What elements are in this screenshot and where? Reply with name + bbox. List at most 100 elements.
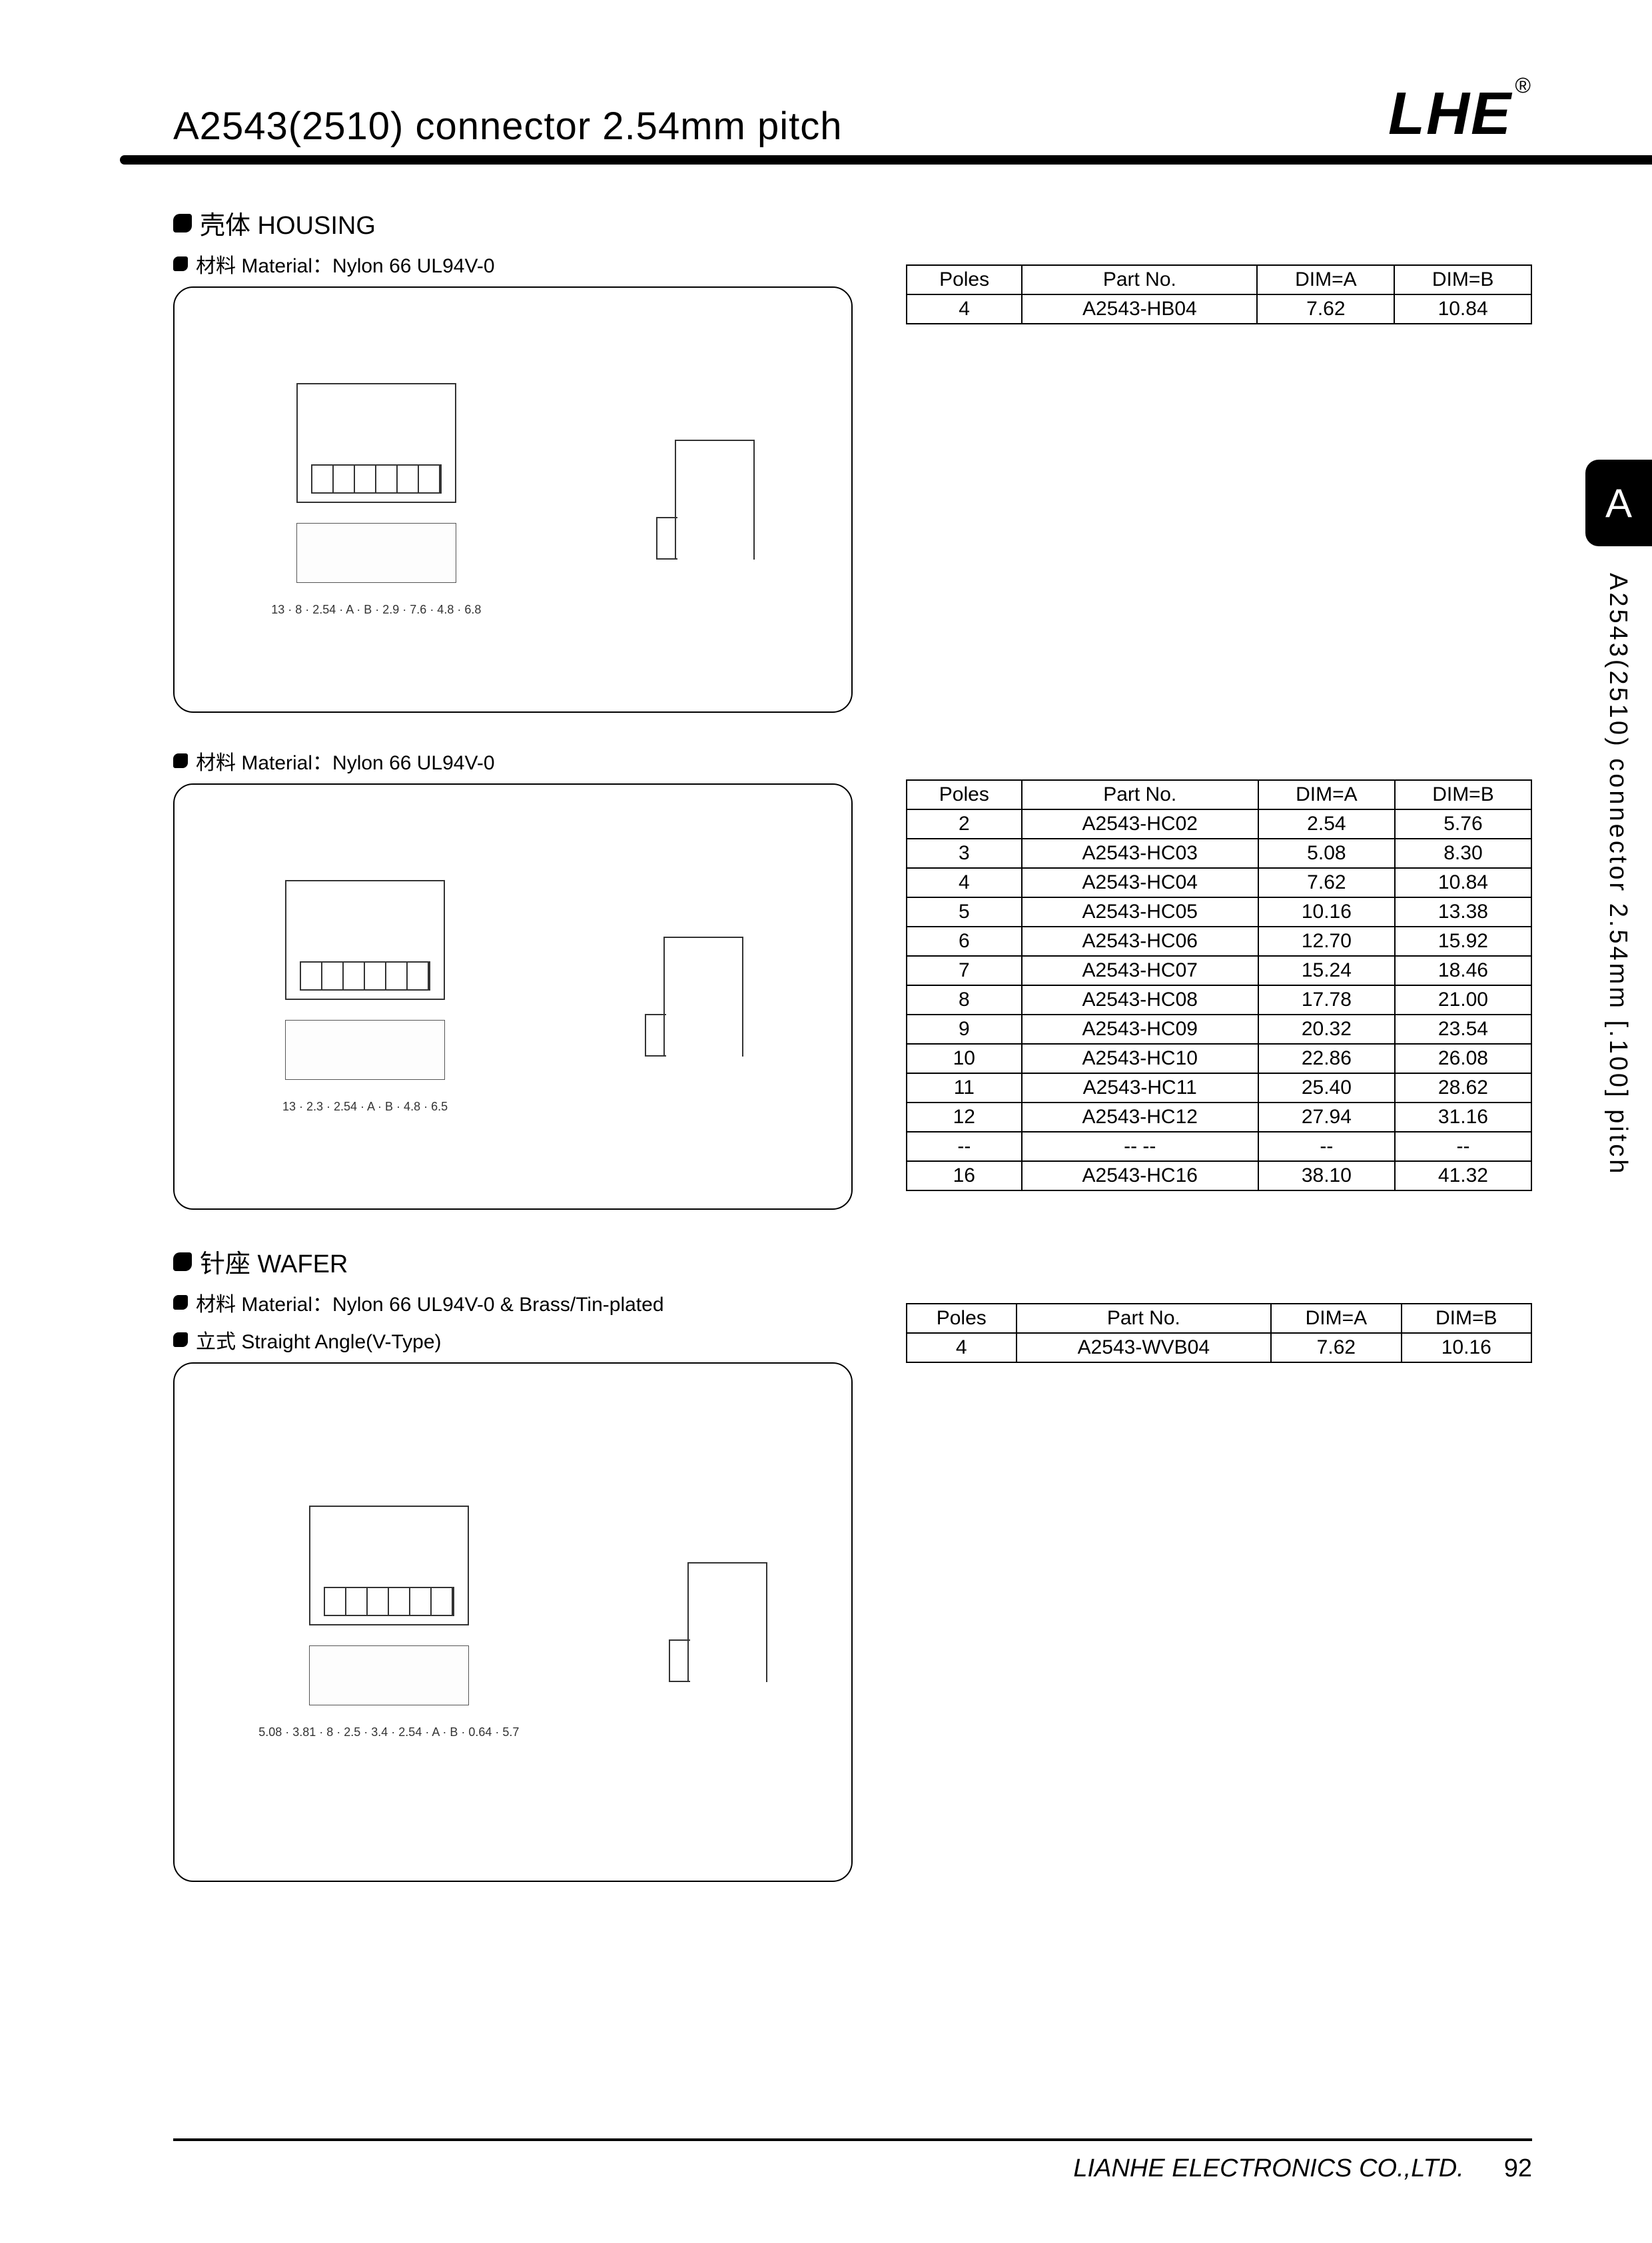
table-cell: 11 (907, 1073, 1022, 1103)
dimension-table: PolesPart No.DIM=ADIM=B4A2543-HB047.6210… (906, 264, 1532, 324)
table-cell: 15.92 (1395, 927, 1531, 956)
technical-drawing: 5.08 · 3.81 · 8 · 2.5 · 3.4 · 2.54 · A ·… (173, 1362, 853, 1882)
table-header-row: PolesPart No.DIM=ADIM=B (907, 265, 1531, 294)
table-header-cell: DIM=B (1402, 1304, 1531, 1333)
table-cell: 4 (907, 1333, 1017, 1362)
technical-drawing: 13 · 8 · 2.54 · A · B · 2.9 · 7.6 · 4.8 … (173, 286, 853, 713)
table-row: 4A2543-HC047.6210.84 (907, 868, 1531, 897)
dimension-table: PolesPart No.DIM=ADIM=B4A2543-WVB047.621… (906, 1303, 1532, 1363)
table-cell: A2543-HC07 (1022, 956, 1258, 985)
table-cell: A2543-HC08 (1022, 985, 1258, 1015)
page-footer: LIANHE ELECTRONICS CO.,LTD. 92 (173, 2138, 1532, 2183)
table-cell: 21.00 (1395, 985, 1531, 1015)
table-cell: 18.46 (1395, 956, 1531, 985)
section-left: 材料 Material：Nylon 66 UL94V-0 13 · 2.3 · … (173, 746, 853, 1210)
section-left: 壳体 HOUSING 材料 Material：Nylon 66 UL94V-0 1… (173, 205, 853, 713)
drawing-front-view (296, 383, 456, 503)
table-cell: A2543-HC02 (1022, 809, 1258, 839)
section-heading: 壳体 HOUSING (200, 205, 376, 241)
drawing-bottom-view (285, 1020, 445, 1080)
bullet-icon (173, 1332, 188, 1347)
table-row: 2A2543-HC022.545.76 (907, 809, 1531, 839)
drawing-side-view (675, 440, 755, 560)
brand-logo: LHE (1388, 80, 1532, 149)
technical-drawing: 13 · 2.3 · 2.54 · A · B · 4.8 · 6.5 (173, 783, 853, 1210)
table-header-cell: Poles (907, 265, 1022, 294)
table-cell: 25.40 (1258, 1073, 1395, 1103)
table-header-cell: DIM=A (1271, 1304, 1401, 1333)
table-header-cell: Part No. (1022, 780, 1258, 809)
table-header-cell: DIM=B (1394, 265, 1531, 294)
table-cell: 31.16 (1395, 1103, 1531, 1132)
table-cell: 7.62 (1257, 294, 1394, 324)
table-cell: 7 (907, 956, 1022, 985)
table-cell: -- (1258, 1132, 1395, 1161)
table-cell: 17.78 (1258, 985, 1395, 1015)
dimension-table: PolesPart No.DIM=ADIM=B2A2543-HC022.545.… (906, 779, 1532, 1191)
drawing-placeholder: 13 · 8 · 2.54 · A · B · 2.9 · 7.6 · 4.8 … (188, 301, 838, 698)
table-cell: 16 (907, 1161, 1022, 1190)
section-sub-line: 材料 Material：Nylon 66 UL94V-0 & Brass/Tin… (173, 1288, 853, 1317)
section-sub-text: 材料 Material：Nylon 66 UL94V-0 & Brass/Tin… (196, 1288, 664, 1317)
table-cell: A2543-HC09 (1022, 1015, 1258, 1044)
table-cell: -- (1395, 1132, 1531, 1161)
page-header: A2543(2510) connector 2.54mm pitch LHE (173, 80, 1532, 149)
drawing-placeholder: 5.08 · 3.81 · 8 · 2.5 · 3.4 · 2.54 · A ·… (188, 1377, 838, 1867)
table-row: 11A2543-HC1125.4028.62 (907, 1073, 1531, 1103)
table-cell: -- (907, 1132, 1022, 1161)
table-header-cell: Part No. (1022, 265, 1257, 294)
side-tab: A (1585, 460, 1652, 546)
table-cell: 12 (907, 1103, 1022, 1132)
table-header-cell: DIM=B (1395, 780, 1531, 809)
header-rule (120, 155, 1652, 165)
section-sub-line: 材料 Material：Nylon 66 UL94V-0 (173, 249, 853, 278)
table-row: 7A2543-HC0715.2418.46 (907, 956, 1531, 985)
drawing-bottom-view (296, 523, 456, 583)
table-cell: A2543-WVB04 (1017, 1333, 1272, 1362)
table-cell: 5 (907, 897, 1022, 927)
table-cell: 15.24 (1258, 956, 1395, 985)
table-cell: 23.54 (1395, 1015, 1531, 1044)
section-row: 材料 Material：Nylon 66 UL94V-0 13 · 2.3 · … (173, 746, 1532, 1210)
drawing-dimensions: 5.08 · 3.81 · 8 · 2.5 · 3.4 · 2.54 · A ·… (258, 1725, 519, 1739)
section-sub-line: 材料 Material：Nylon 66 UL94V-0 (173, 746, 853, 775)
drawing-placeholder: 13 · 2.3 · 2.54 · A · B · 4.8 · 6.5 (188, 798, 838, 1195)
drawing-dimensions: 13 · 8 · 2.54 · A · B · 2.9 · 7.6 · 4.8 … (271, 603, 481, 617)
table-row: 5A2543-HC0510.1613.38 (907, 897, 1531, 927)
table-cell: 28.62 (1395, 1073, 1531, 1103)
footer-page-number: 92 (1504, 2154, 1532, 2183)
table-cell: 2 (907, 809, 1022, 839)
table-cell: A2543-HC04 (1022, 868, 1258, 897)
table-cell: 10.84 (1395, 868, 1531, 897)
table-cell: 2.54 (1258, 809, 1395, 839)
table-cell: A2543-HB04 (1022, 294, 1257, 324)
bullet-icon (173, 256, 188, 271)
table-header-cell: Part No. (1017, 1304, 1272, 1333)
section-heading-line: 针座 WAFER (173, 1243, 853, 1280)
table-cell: 13.38 (1395, 897, 1531, 927)
footer-company: LIANHE ELECTRONICS CO.,LTD. (1073, 2154, 1463, 2183)
table-cell: 10.84 (1394, 294, 1531, 324)
table-cell: 10 (907, 1044, 1022, 1073)
table-cell: 4 (907, 868, 1022, 897)
table-cell: 22.86 (1258, 1044, 1395, 1073)
section-right: PolesPart No.DIM=ADIM=B2A2543-HC022.545.… (906, 746, 1532, 1210)
table-cell: 8 (907, 985, 1022, 1015)
table-cell: 26.08 (1395, 1044, 1531, 1073)
section-row: 壳体 HOUSING 材料 Material：Nylon 66 UL94V-0 1… (173, 205, 1532, 713)
table-header-cell: DIM=A (1257, 265, 1394, 294)
section-right: PolesPart No.DIM=ADIM=B4A2543-WVB047.621… (906, 1243, 1532, 1882)
section-heading-line: 壳体 HOUSING (173, 205, 853, 241)
section-left: 针座 WAFER 材料 Material：Nylon 66 UL94V-0 & B… (173, 1243, 853, 1882)
table-cell: A2543-HC10 (1022, 1044, 1258, 1073)
table-cell: A2543-HC06 (1022, 927, 1258, 956)
table-row: ---- ------ (907, 1132, 1531, 1161)
drawing-front-view (309, 1506, 469, 1625)
drawing-front-view (285, 880, 445, 1000)
drawing-bottom-view (309, 1645, 469, 1705)
table-cell: 41.32 (1395, 1161, 1531, 1190)
table-header-cell: DIM=A (1258, 780, 1395, 809)
table-cell: A2543-HC03 (1022, 839, 1258, 868)
table-cell: 5.76 (1395, 809, 1531, 839)
table-cell: 7.62 (1258, 868, 1395, 897)
